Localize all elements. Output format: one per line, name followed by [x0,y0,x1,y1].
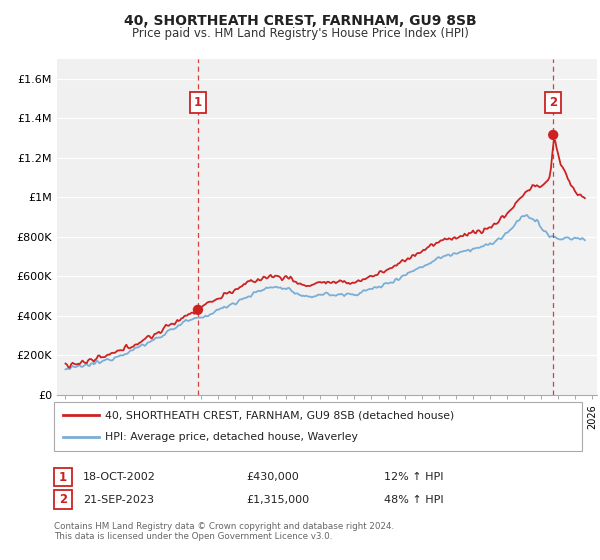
Text: 2: 2 [59,493,67,506]
Text: Price paid vs. HM Land Registry's House Price Index (HPI): Price paid vs. HM Land Registry's House … [131,27,469,40]
Text: 1: 1 [194,96,202,109]
Point [548,130,558,139]
Text: 2: 2 [549,96,557,109]
Text: £430,000: £430,000 [246,472,299,482]
Text: 18-OCT-2002: 18-OCT-2002 [83,472,155,482]
Text: 1: 1 [59,470,67,484]
Text: HPI: Average price, detached house, Waverley: HPI: Average price, detached house, Wave… [105,432,358,442]
Text: Contains HM Land Registry data © Crown copyright and database right 2024.
This d: Contains HM Land Registry data © Crown c… [54,522,394,542]
Text: 40, SHORTHEATH CREST, FARNHAM, GU9 8SB: 40, SHORTHEATH CREST, FARNHAM, GU9 8SB [124,14,476,28]
Bar [553,59,600,395]
Text: 40, SHORTHEATH CREST, FARNHAM, GU9 8SB (detached house): 40, SHORTHEATH CREST, FARNHAM, GU9 8SB (… [105,410,454,421]
Text: 21-SEP-2023: 21-SEP-2023 [83,494,154,505]
Text: £1,315,000: £1,315,000 [246,494,309,505]
Point [193,305,203,314]
Text: 12% ↑ HPI: 12% ↑ HPI [384,472,443,482]
Text: 48% ↑ HPI: 48% ↑ HPI [384,494,443,505]
